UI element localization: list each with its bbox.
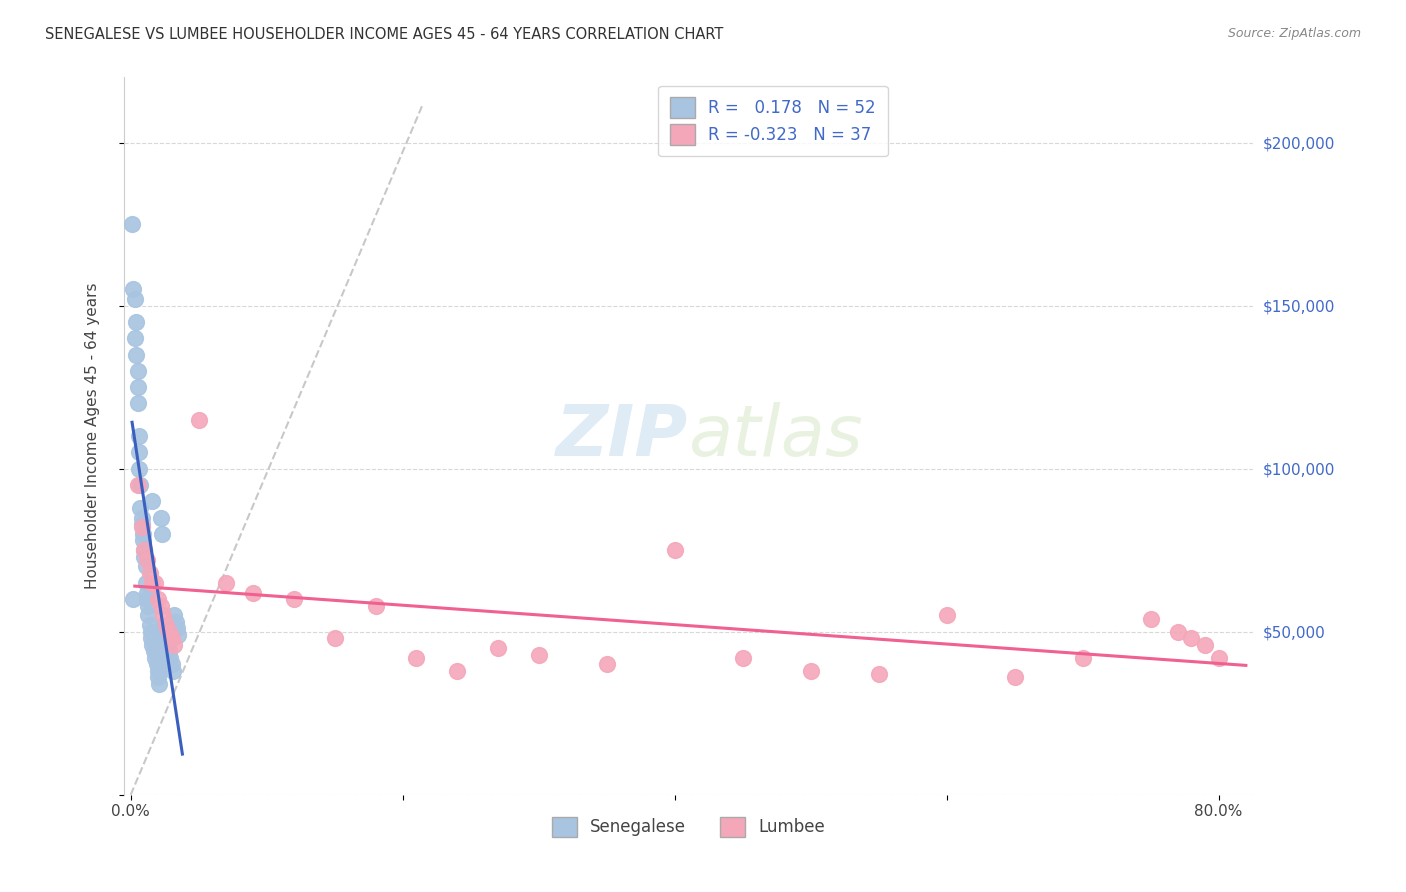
Point: [149, 510, 172, 524]
Point: [128, 429, 150, 443]
Point: [283, 592, 305, 607]
Point: [162, 664, 184, 678]
Point: [146, 664, 169, 678]
Point: [143, 575, 166, 590]
Point: [138, 608, 160, 623]
Text: SENEGALESE VS LUMBEE HOUSEHOLDER INCOME AGES 45 - 64 YEARS CORRELATION CHART: SENEGALESE VS LUMBEE HOUSEHOLDER INCOME …: [45, 27, 723, 42]
Point: [146, 592, 169, 607]
Y-axis label: Householder Income Ages 45 - 64 years: Householder Income Ages 45 - 64 years: [86, 283, 100, 590]
Point: [142, 644, 165, 658]
Point: [138, 599, 160, 613]
Point: [596, 657, 619, 672]
Point: [143, 650, 166, 665]
Point: [150, 527, 173, 541]
Point: [135, 559, 157, 574]
Point: [136, 585, 159, 599]
Point: [127, 364, 149, 378]
Point: [215, 575, 238, 590]
Text: Source: ZipAtlas.com: Source: ZipAtlas.com: [1227, 27, 1361, 40]
Point: [131, 517, 153, 532]
Point: [139, 618, 162, 632]
Point: [165, 615, 187, 629]
Point: [242, 585, 264, 599]
Point: [146, 670, 169, 684]
Point: [157, 644, 180, 658]
Point: [125, 315, 148, 329]
Point: [139, 631, 162, 645]
Point: [127, 478, 149, 492]
Point: [163, 608, 186, 623]
Point: [731, 650, 754, 665]
Point: [156, 638, 179, 652]
Point: [1194, 638, 1216, 652]
Point: [157, 624, 180, 639]
Point: [127, 396, 149, 410]
Point: [145, 657, 167, 672]
Point: [148, 677, 170, 691]
Point: [152, 608, 174, 623]
Point: [141, 494, 163, 508]
Point: [323, 631, 346, 645]
Point: [129, 478, 152, 492]
Point: [166, 622, 188, 636]
Point: [160, 631, 183, 645]
Point: [134, 543, 156, 558]
Point: [155, 618, 177, 632]
Point: [131, 510, 153, 524]
Point: [1071, 650, 1094, 665]
Point: [132, 527, 155, 541]
Point: [155, 631, 177, 645]
Point: [149, 599, 172, 613]
Point: [800, 664, 823, 678]
Point: [129, 500, 152, 515]
Point: [131, 520, 153, 534]
Point: [134, 543, 156, 558]
Point: [132, 533, 155, 548]
Point: [139, 624, 162, 639]
Point: [446, 664, 468, 678]
Point: [136, 553, 159, 567]
Point: [486, 640, 509, 655]
Point: [141, 575, 163, 590]
Point: [163, 638, 186, 652]
Point: [664, 543, 686, 558]
Point: [124, 292, 146, 306]
Point: [1167, 624, 1189, 639]
Point: [141, 638, 163, 652]
Point: [187, 413, 209, 427]
Point: [527, 648, 550, 662]
Point: [134, 549, 156, 564]
Point: [364, 599, 387, 613]
Point: [121, 217, 143, 231]
Point: [122, 282, 145, 296]
Point: [167, 628, 190, 642]
Point: [405, 650, 427, 665]
Text: atlas: atlas: [689, 401, 863, 471]
Point: [122, 592, 145, 607]
Point: [128, 461, 150, 475]
Point: [127, 380, 149, 394]
Point: [935, 608, 957, 623]
Point: [125, 347, 148, 361]
Legend: Senegalese, Lumbee: Senegalese, Lumbee: [546, 810, 831, 844]
Point: [152, 618, 174, 632]
Text: ZIP: ZIP: [555, 401, 689, 471]
Point: [868, 667, 890, 681]
Point: [159, 650, 181, 665]
Point: [1180, 631, 1202, 645]
Point: [135, 575, 157, 590]
Point: [1004, 670, 1026, 684]
Point: [136, 592, 159, 607]
Point: [160, 657, 183, 672]
Point: [124, 331, 146, 345]
Point: [1208, 650, 1230, 665]
Point: [128, 445, 150, 459]
Point: [1139, 612, 1161, 626]
Point: [153, 624, 176, 639]
Point: [139, 566, 162, 580]
